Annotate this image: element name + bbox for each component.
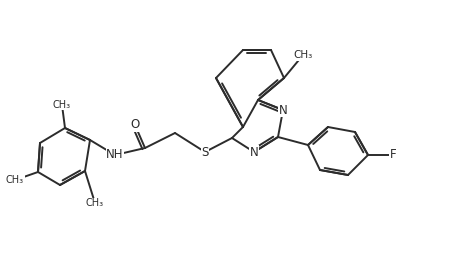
Text: N: N xyxy=(279,104,287,116)
Text: N: N xyxy=(250,146,258,159)
Text: CH₃: CH₃ xyxy=(53,100,71,110)
Text: NH: NH xyxy=(106,148,124,162)
Text: F: F xyxy=(390,148,396,162)
Text: O: O xyxy=(130,119,140,132)
Text: S: S xyxy=(202,146,209,159)
Text: CH₃: CH₃ xyxy=(86,198,104,208)
Text: CH₃: CH₃ xyxy=(293,50,313,60)
Text: CH₃: CH₃ xyxy=(6,175,24,185)
